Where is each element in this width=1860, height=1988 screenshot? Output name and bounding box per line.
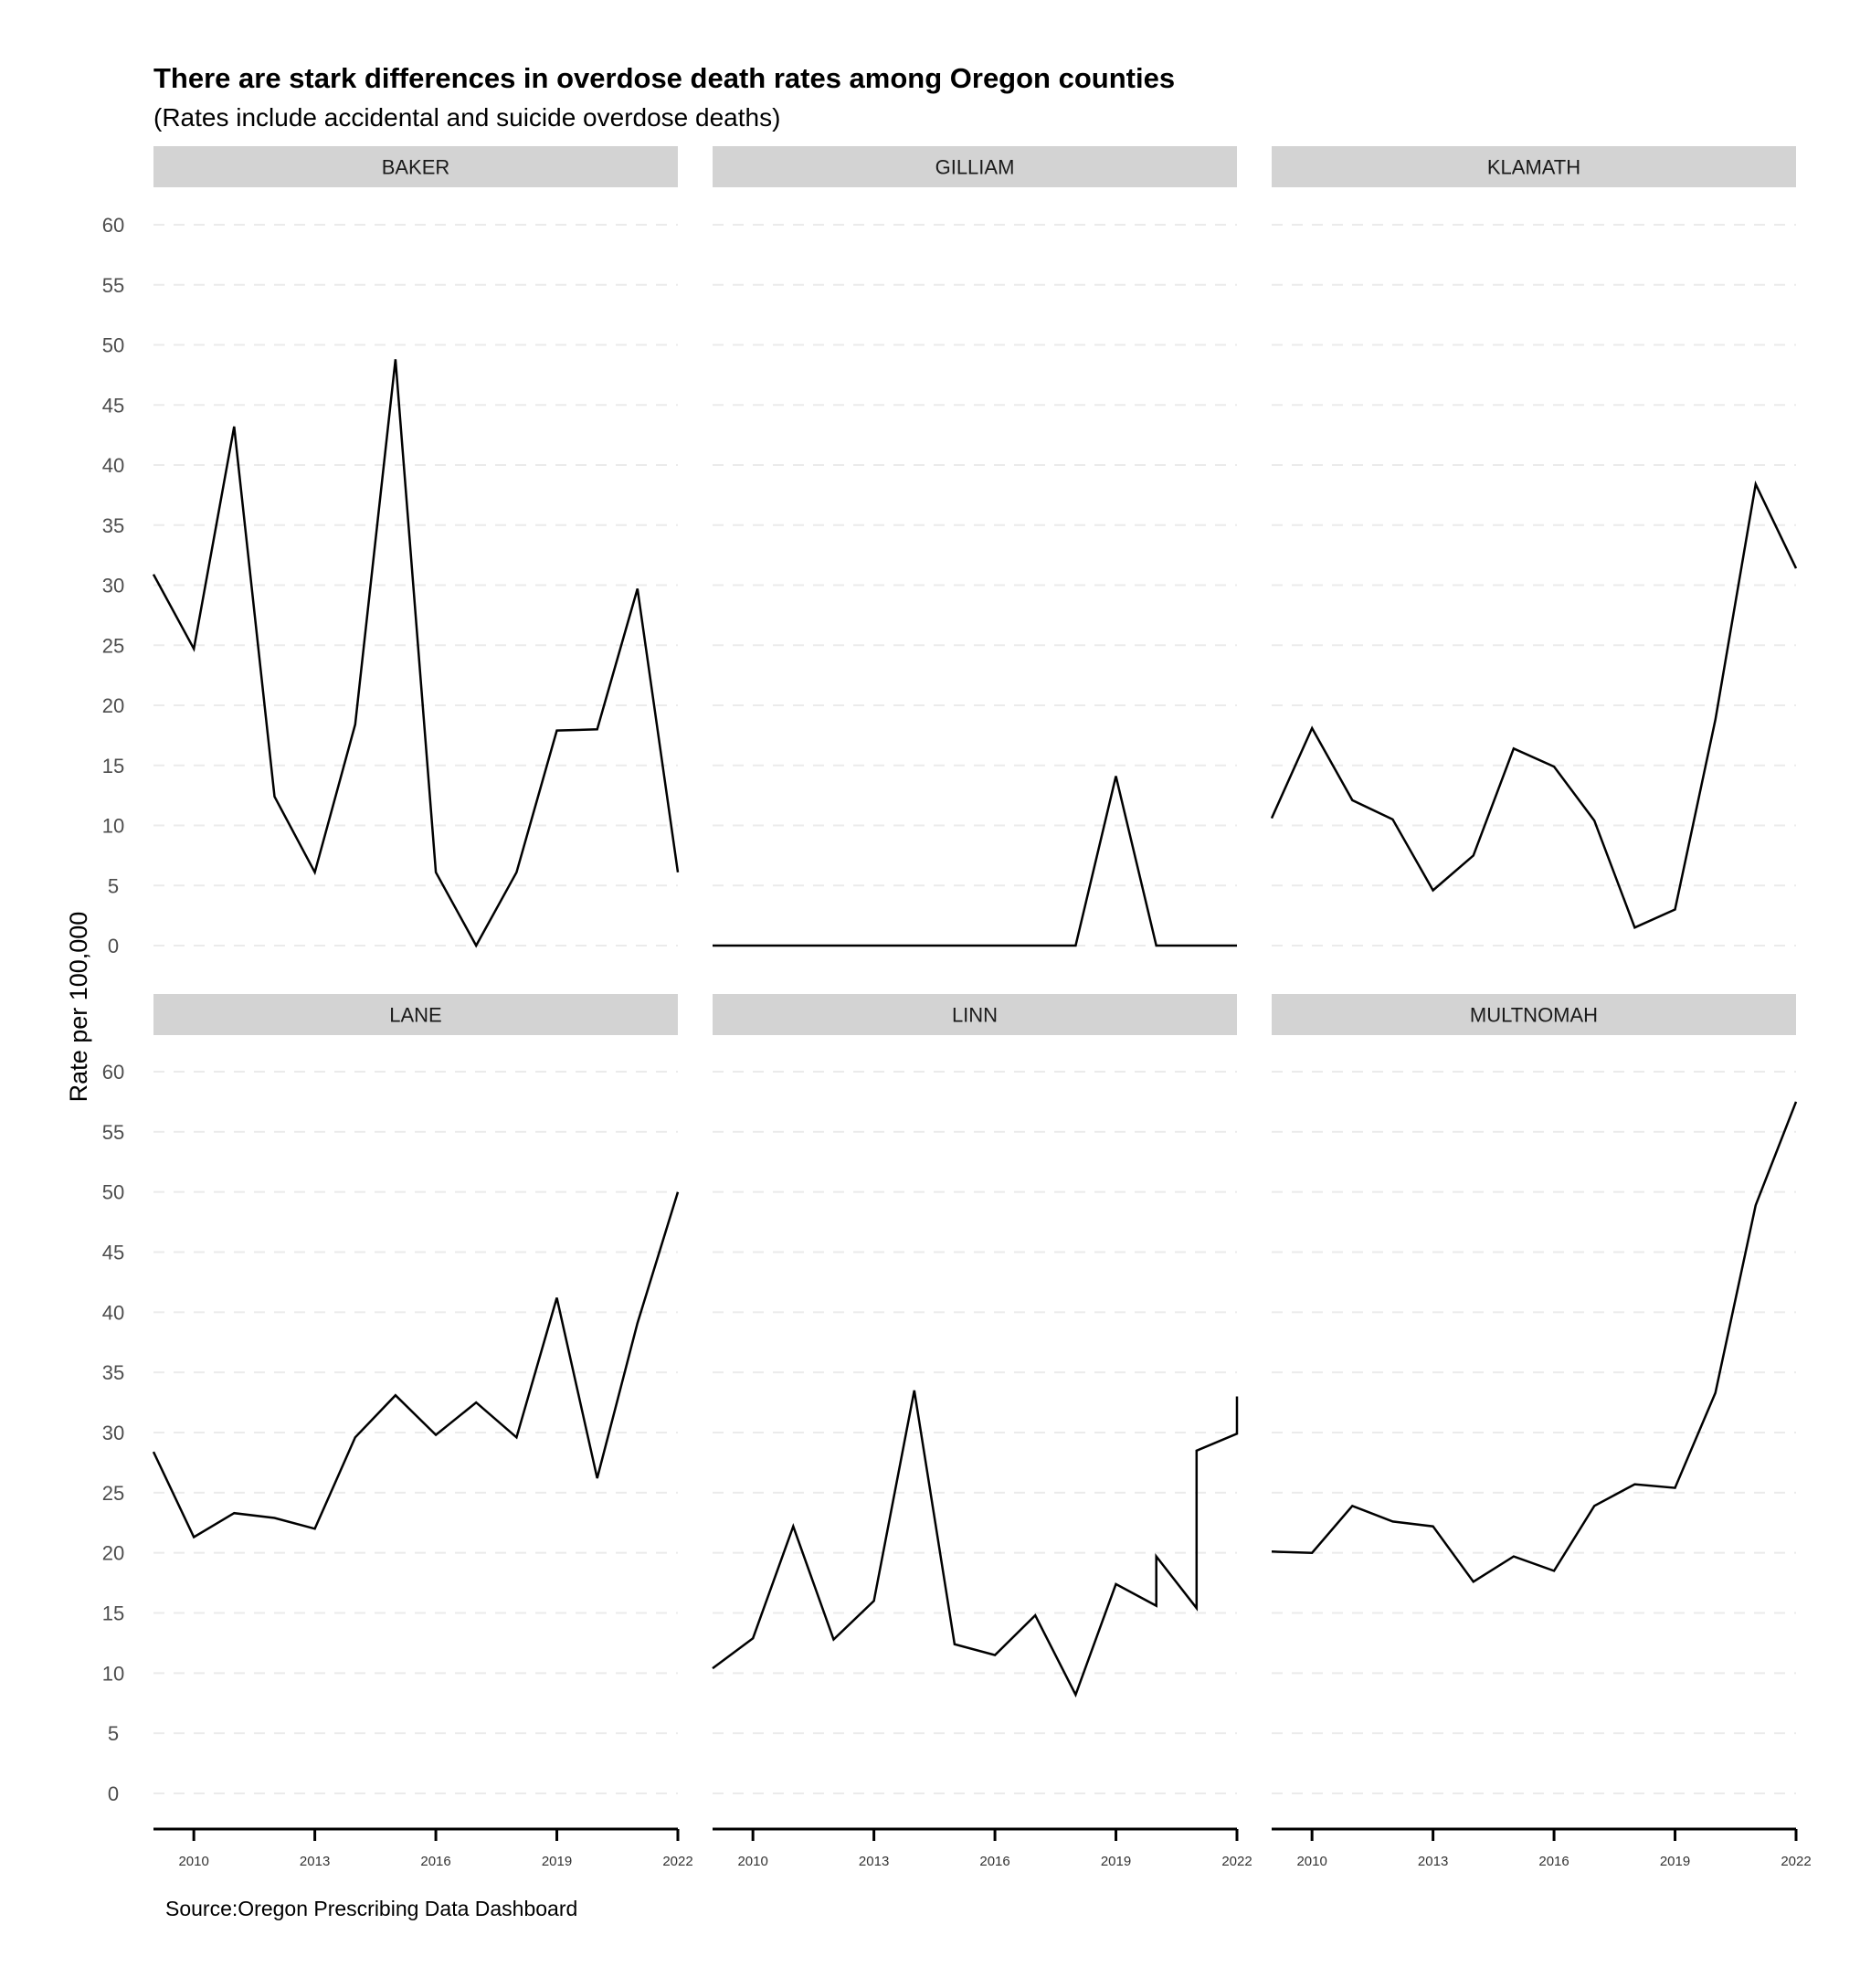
y-tick-label: 35 [102, 514, 124, 537]
chart-caption: Source:Oregon Prescribing Data Dashboard [165, 1897, 578, 1920]
y-tick-label: 60 [102, 214, 124, 237]
y-tick-label: 20 [102, 694, 124, 717]
y-tick-label: 50 [102, 1181, 124, 1204]
y-tick-label: 30 [102, 575, 124, 597]
y-tick-label: 0 [108, 935, 119, 957]
facet-strip [1272, 994, 1796, 1035]
x-tick-label: 2013 [859, 1854, 889, 1869]
chart-title: There are stark differences in overdose … [153, 62, 1176, 94]
facet-lane: LANE 0 5 10 15 20 25 30 35 40 45 50 55 60 2010 2013 2016… [102, 994, 693, 1869]
y-tick-label: 45 [102, 394, 124, 417]
y-tick-label: 25 [102, 634, 124, 657]
facet-strip-label: BAKER [382, 156, 450, 179]
facet-strip-label: LANE [389, 1004, 441, 1027]
facet-strip [713, 994, 1237, 1035]
y-tick-label: 10 [102, 1662, 124, 1685]
x-tick-label: 2022 [662, 1854, 692, 1869]
y-tick-label: 50 [102, 334, 124, 357]
facet-strip-label: MULTNOMAH [1470, 1004, 1598, 1027]
series-line-klamath [1270, 480, 1798, 929]
y-tick-label: 55 [102, 1121, 124, 1144]
y-tick-label: 5 [108, 874, 119, 897]
facet-multnomah: MULTNOMAH 2010 2013 2016 2019 2022 [1271, 994, 1812, 1869]
series-line-gilliam [713, 776, 1237, 947]
facet-strip [153, 146, 678, 187]
x-tick-label: 2010 [178, 1854, 208, 1869]
facet-gilliam: GILLIAM [713, 146, 1237, 947]
x-tick-label: 2016 [420, 1854, 450, 1869]
x-tick-label: 2016 [979, 1854, 1009, 1869]
y-tick-label: 60 [102, 1061, 124, 1084]
x-tick-label: 2016 [1538, 1854, 1569, 1869]
y-tick-label: 15 [102, 1602, 124, 1625]
y-tick-label: 25 [102, 1482, 124, 1505]
series-line-multnomah [1271, 1101, 1798, 1583]
facet-strip [153, 994, 678, 1035]
facet-linn: LINN 2010 2013 2016 2019 2022 [712, 994, 1252, 1869]
series-line-lane [152, 1191, 680, 1539]
series-line-linn [712, 1390, 1239, 1698]
x-tick-label: 2019 [542, 1854, 572, 1869]
x-tick-label: 2022 [1781, 1854, 1811, 1869]
facet-strip-label: KLAMATH [1487, 156, 1580, 179]
x-tick-label: 2013 [300, 1854, 330, 1869]
series-line-baker [152, 359, 680, 948]
y-tick-label: 20 [102, 1542, 124, 1565]
y-tick-label: 45 [102, 1242, 124, 1264]
y-tick-label: 35 [102, 1361, 124, 1384]
chart-subtitle: (Rates include accidental and suicide ov… [153, 103, 781, 132]
y-tick-label: 30 [102, 1422, 124, 1444]
x-tick-label: 2013 [1418, 1854, 1448, 1869]
x-tick-label: 2019 [1101, 1854, 1131, 1869]
facet-strip-label: GILLIAM [935, 156, 1015, 179]
facet-klamath: KLAMATH [1270, 146, 1798, 946]
y-tick-label: 15 [102, 755, 124, 777]
x-tick-label: 2010 [1296, 1854, 1326, 1869]
y-tick-label: 40 [102, 1301, 124, 1324]
y-tick-label: 10 [102, 815, 124, 838]
x-tick-label: 2019 [1660, 1854, 1690, 1869]
facet-strip-label: LINN [952, 1004, 998, 1027]
y-tick-label: 5 [108, 1722, 119, 1745]
x-tick-label: 2022 [1221, 1854, 1252, 1869]
facet-strip [713, 146, 1237, 187]
x-tick-label: 2010 [737, 1854, 767, 1869]
y-tick-label: 0 [108, 1782, 119, 1805]
facet-strip [1272, 146, 1796, 187]
y-tick-label: 40 [102, 454, 124, 477]
facet-baker: BAKER 0 5 10 15 20 25 30 35 40 45 50 55 60 [102, 146, 680, 957]
y-tick-label: 55 [102, 274, 124, 297]
y-axis-label: Rate per 100,000 [65, 912, 92, 1103]
